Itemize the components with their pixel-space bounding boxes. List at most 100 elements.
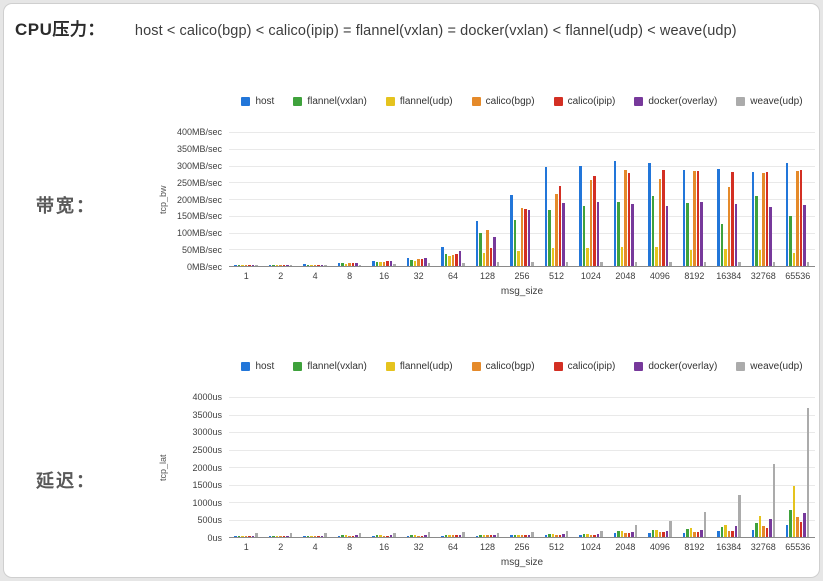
legend-label: weave(udp): [750, 95, 803, 107]
x-tick-label: 65536: [785, 542, 811, 552]
bar-calico(bgp): [762, 526, 765, 537]
gridline: [229, 165, 815, 167]
legend-label: calico(ipip): [567, 95, 616, 107]
bar-docker(overlay): [320, 264, 324, 266]
bar-flannel(vxlan): [272, 535, 275, 537]
legend-item-docker(overlay): docker(overlay): [634, 96, 717, 107]
legend-label: host: [255, 95, 275, 107]
legend-label: calico(bgp): [485, 360, 535, 372]
legend-item-host: host: [241, 96, 274, 107]
bar-weave(udp): [427, 263, 431, 266]
bar-group-512: [539, 132, 573, 266]
bar-flannel(udp): [655, 529, 658, 537]
bar-group-512: [539, 397, 573, 537]
bar-host: [613, 161, 617, 266]
bar-host: [785, 524, 789, 537]
y-tick-label: 4000us: [192, 392, 222, 402]
bar-flannel(vxlan): [410, 259, 413, 266]
bar-group-256: [505, 397, 539, 537]
bar-calico(ipip): [627, 172, 631, 266]
legend-label: calico(bgp): [485, 95, 535, 107]
bar-weave(udp): [289, 265, 293, 266]
legend-label: docker(overlay): [648, 360, 718, 372]
bar-weave(udp): [324, 532, 327, 537]
y-axis-label: tcp_lat: [158, 454, 168, 481]
bar-host: [475, 535, 479, 537]
bar-flannel(udp): [689, 527, 693, 537]
bar-group-1024: [574, 132, 608, 266]
legend-item-weave(udp): weave(udp): [736, 95, 803, 107]
bar-flannel(udp): [448, 535, 451, 537]
bar-weave(udp): [393, 532, 396, 537]
bar-group-64: [436, 132, 470, 266]
bar-calico(ipip): [662, 170, 665, 266]
legend-item-weave(udp): weave(udp): [736, 361, 803, 372]
bar-docker(overlay): [251, 265, 255, 266]
bar-docker(overlay): [355, 263, 358, 266]
bar-flannel(udp): [551, 534, 555, 537]
latency-chart-legend: host flannel(vxlan) flannel(udp) calico(bgp…: [229, 360, 815, 372]
bar-calico(ipip): [282, 535, 286, 537]
document-card: CPU压力： host < calico(bgp) < calico(ipip)…: [3, 3, 820, 578]
bar-host: [579, 534, 582, 537]
bar-weave(udp): [496, 532, 500, 537]
x-tick-label: 2048: [615, 542, 636, 552]
legend-swatch-host: [241, 361, 251, 371]
bar-group-256: [505, 132, 539, 266]
bar-group-2048: [608, 132, 642, 266]
bar-flannel(udp): [517, 250, 520, 266]
bar-weave(udp): [531, 531, 534, 537]
bar-calico(ipip): [386, 535, 389, 537]
bar-group-1: [229, 397, 263, 537]
x-tick-label: 4096: [649, 542, 670, 552]
bar-calico(bgp): [417, 535, 420, 537]
bar-docker(overlay): [700, 530, 703, 537]
bar-group-16384: [712, 397, 746, 537]
bar-host: [510, 195, 513, 266]
bar-flannel(udp): [724, 249, 727, 266]
bar-calico(ipip): [696, 170, 700, 266]
bar-flannel(udp): [620, 530, 624, 537]
bar-calico(bgp): [658, 178, 662, 266]
bar-weave(udp): [600, 530, 603, 537]
bar-flannel(udp): [482, 252, 486, 266]
bar-host: [648, 162, 651, 266]
bar-docker(overlay): [596, 534, 600, 537]
bar-host: [406, 257, 410, 266]
bar-calico(ipip): [386, 261, 389, 266]
x-tick-label: 512: [548, 271, 564, 281]
bar-calico(ipip): [593, 175, 596, 266]
bar-weave(udp): [358, 265, 362, 266]
bar-calico(bgp): [589, 534, 593, 537]
bar-flannel(vxlan): [720, 224, 724, 266]
bar-calico(ipip): [765, 171, 769, 266]
gridline: [229, 397, 815, 398]
x-tick-label: 128: [480, 542, 496, 552]
bar-flannel(udp): [758, 249, 762, 266]
legend-label: flannel(udp): [399, 95, 453, 107]
bar-calico(ipip): [696, 531, 700, 537]
bar-docker(overlay): [803, 204, 806, 266]
bar-calico(bgp): [313, 264, 317, 266]
gridline: [229, 182, 815, 184]
bar-host: [579, 165, 582, 266]
gridline: [229, 148, 815, 150]
gridline: [229, 132, 815, 133]
y-axis-ticks: 400MB/sec 350MB/sec 300MB/sec 250MB/sec 200M…: [171, 127, 229, 272]
bar-docker(overlay): [631, 531, 634, 537]
x-tick-label: 16384: [716, 542, 742, 552]
bar-host: [337, 535, 341, 537]
bar-calico(ipip): [489, 248, 493, 266]
bar-flannel(vxlan): [375, 535, 379, 537]
bar-calico(ipip): [799, 522, 803, 537]
bar-calico(bgp): [624, 532, 627, 537]
bar-flannel(vxlan): [444, 535, 448, 537]
bar-calico(ipip): [282, 265, 286, 266]
y-tick-label: 1500us: [192, 480, 222, 491]
bar-flannel(vxlan): [617, 202, 620, 266]
x-axis-label: msg_size: [500, 557, 544, 568]
legend-item-flannel(udp): flannel(udp): [385, 95, 453, 107]
y-tick-label: 2500us: [192, 444, 222, 455]
bar-calico(ipip): [420, 258, 424, 266]
bar-calico(ipip): [455, 253, 458, 266]
